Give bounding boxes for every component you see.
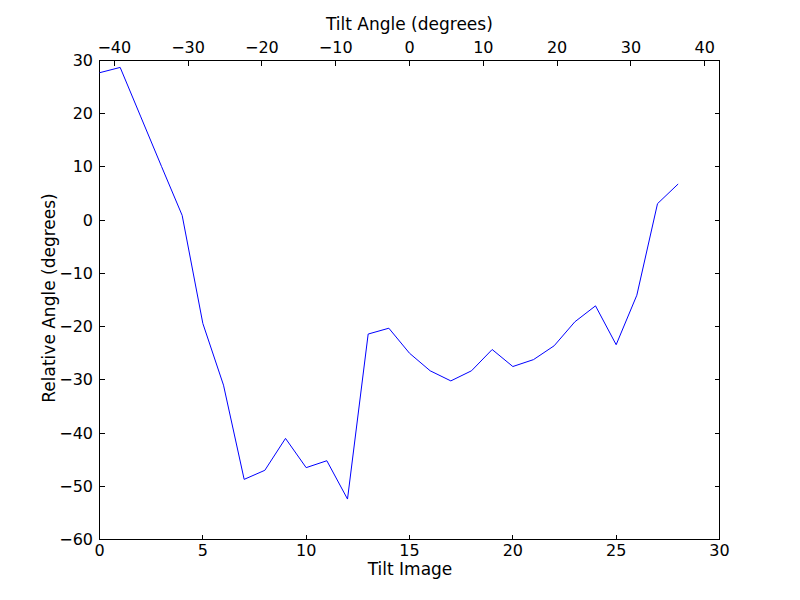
top-tick-label: 40 [695, 38, 715, 57]
x-tick-label: 25 [606, 541, 626, 560]
chart-canvas: 051015202530−40−30−20−100102030403020100… [0, 0, 800, 600]
top-tick-label: 0 [404, 38, 414, 57]
plot-border [100, 61, 720, 540]
y-tick-label: −30 [59, 370, 93, 389]
y-tick-label: −50 [59, 477, 93, 496]
top-tick-label: 30 [621, 38, 641, 57]
y-tick-label: 20 [73, 104, 93, 123]
y-tick-label: 30 [73, 51, 93, 70]
x-tick-label: 0 [94, 541, 104, 560]
y-tick-label: −60 [59, 530, 93, 549]
figure: 051015202530−40−30−20−100102030403020100… [0, 0, 800, 600]
x-tick-label: 20 [503, 541, 523, 560]
y-tick-label: −20 [59, 317, 93, 336]
y-tick-label: 0 [83, 211, 93, 230]
top-axis-label-wrap: Tilt Angle (degrees) [0, 14, 800, 34]
y-tick-label: −40 [59, 424, 93, 443]
top-tick-label: 10 [473, 38, 493, 57]
x-tick-label: 5 [198, 541, 208, 560]
top-tick-label: 20 [547, 38, 567, 57]
x-tick-label: 10 [296, 541, 316, 560]
top-axis-label: Tilt Angle (degrees) [326, 14, 493, 34]
top-tick-label: −20 [245, 38, 279, 57]
y-tick-label: −10 [59, 264, 93, 283]
x-axis-label: Tilt Image [0, 559, 800, 579]
x-tick-label: 15 [399, 541, 419, 560]
x-tick-label: 30 [709, 541, 729, 560]
top-tick-label: −10 [319, 38, 353, 57]
top-tick-label: −40 [97, 38, 131, 57]
y-axis-label: Relative Angle (degrees) [39, 188, 59, 408]
data-line [100, 67, 679, 499]
top-tick-label: −30 [171, 38, 205, 57]
y-tick-label: 10 [73, 157, 93, 176]
